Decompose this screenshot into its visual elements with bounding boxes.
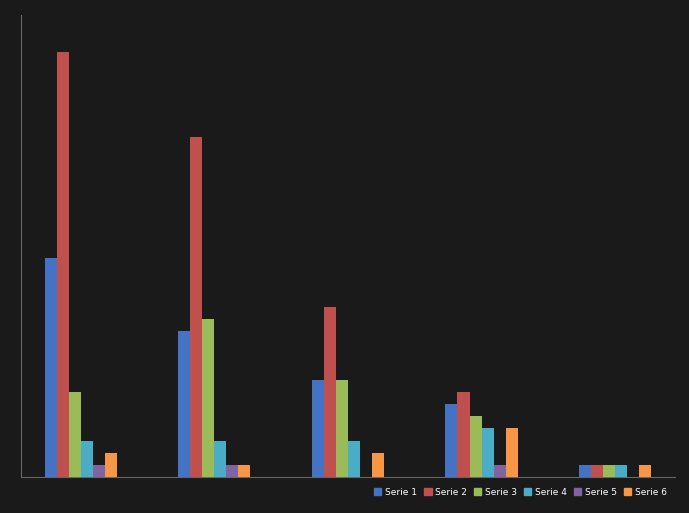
Legend: Serie 1, Serie 2, Serie 3, Serie 4, Serie 5, Serie 6: Serie 1, Serie 2, Serie 3, Serie 4, Seri… <box>371 484 670 500</box>
Bar <box>639 465 651 477</box>
Bar <box>238 465 250 477</box>
Bar <box>93 465 105 477</box>
Bar <box>227 465 238 477</box>
Bar <box>591 465 603 477</box>
Bar <box>81 441 93 477</box>
Bar <box>579 465 591 477</box>
Bar <box>105 453 117 477</box>
Bar <box>603 465 615 477</box>
Bar <box>482 428 493 477</box>
Bar <box>214 441 227 477</box>
Bar <box>446 404 457 477</box>
Bar <box>506 428 517 477</box>
Bar <box>372 453 384 477</box>
Bar <box>324 307 336 477</box>
Bar <box>56 52 69 477</box>
Bar <box>45 259 56 477</box>
Bar <box>615 465 627 477</box>
Bar <box>348 441 360 477</box>
Bar <box>457 392 469 477</box>
Bar <box>469 417 482 477</box>
Bar <box>178 331 190 477</box>
Bar <box>203 319 214 477</box>
Bar <box>493 465 506 477</box>
Bar <box>312 380 324 477</box>
Bar <box>69 392 81 477</box>
Bar <box>336 380 348 477</box>
Bar <box>190 137 203 477</box>
